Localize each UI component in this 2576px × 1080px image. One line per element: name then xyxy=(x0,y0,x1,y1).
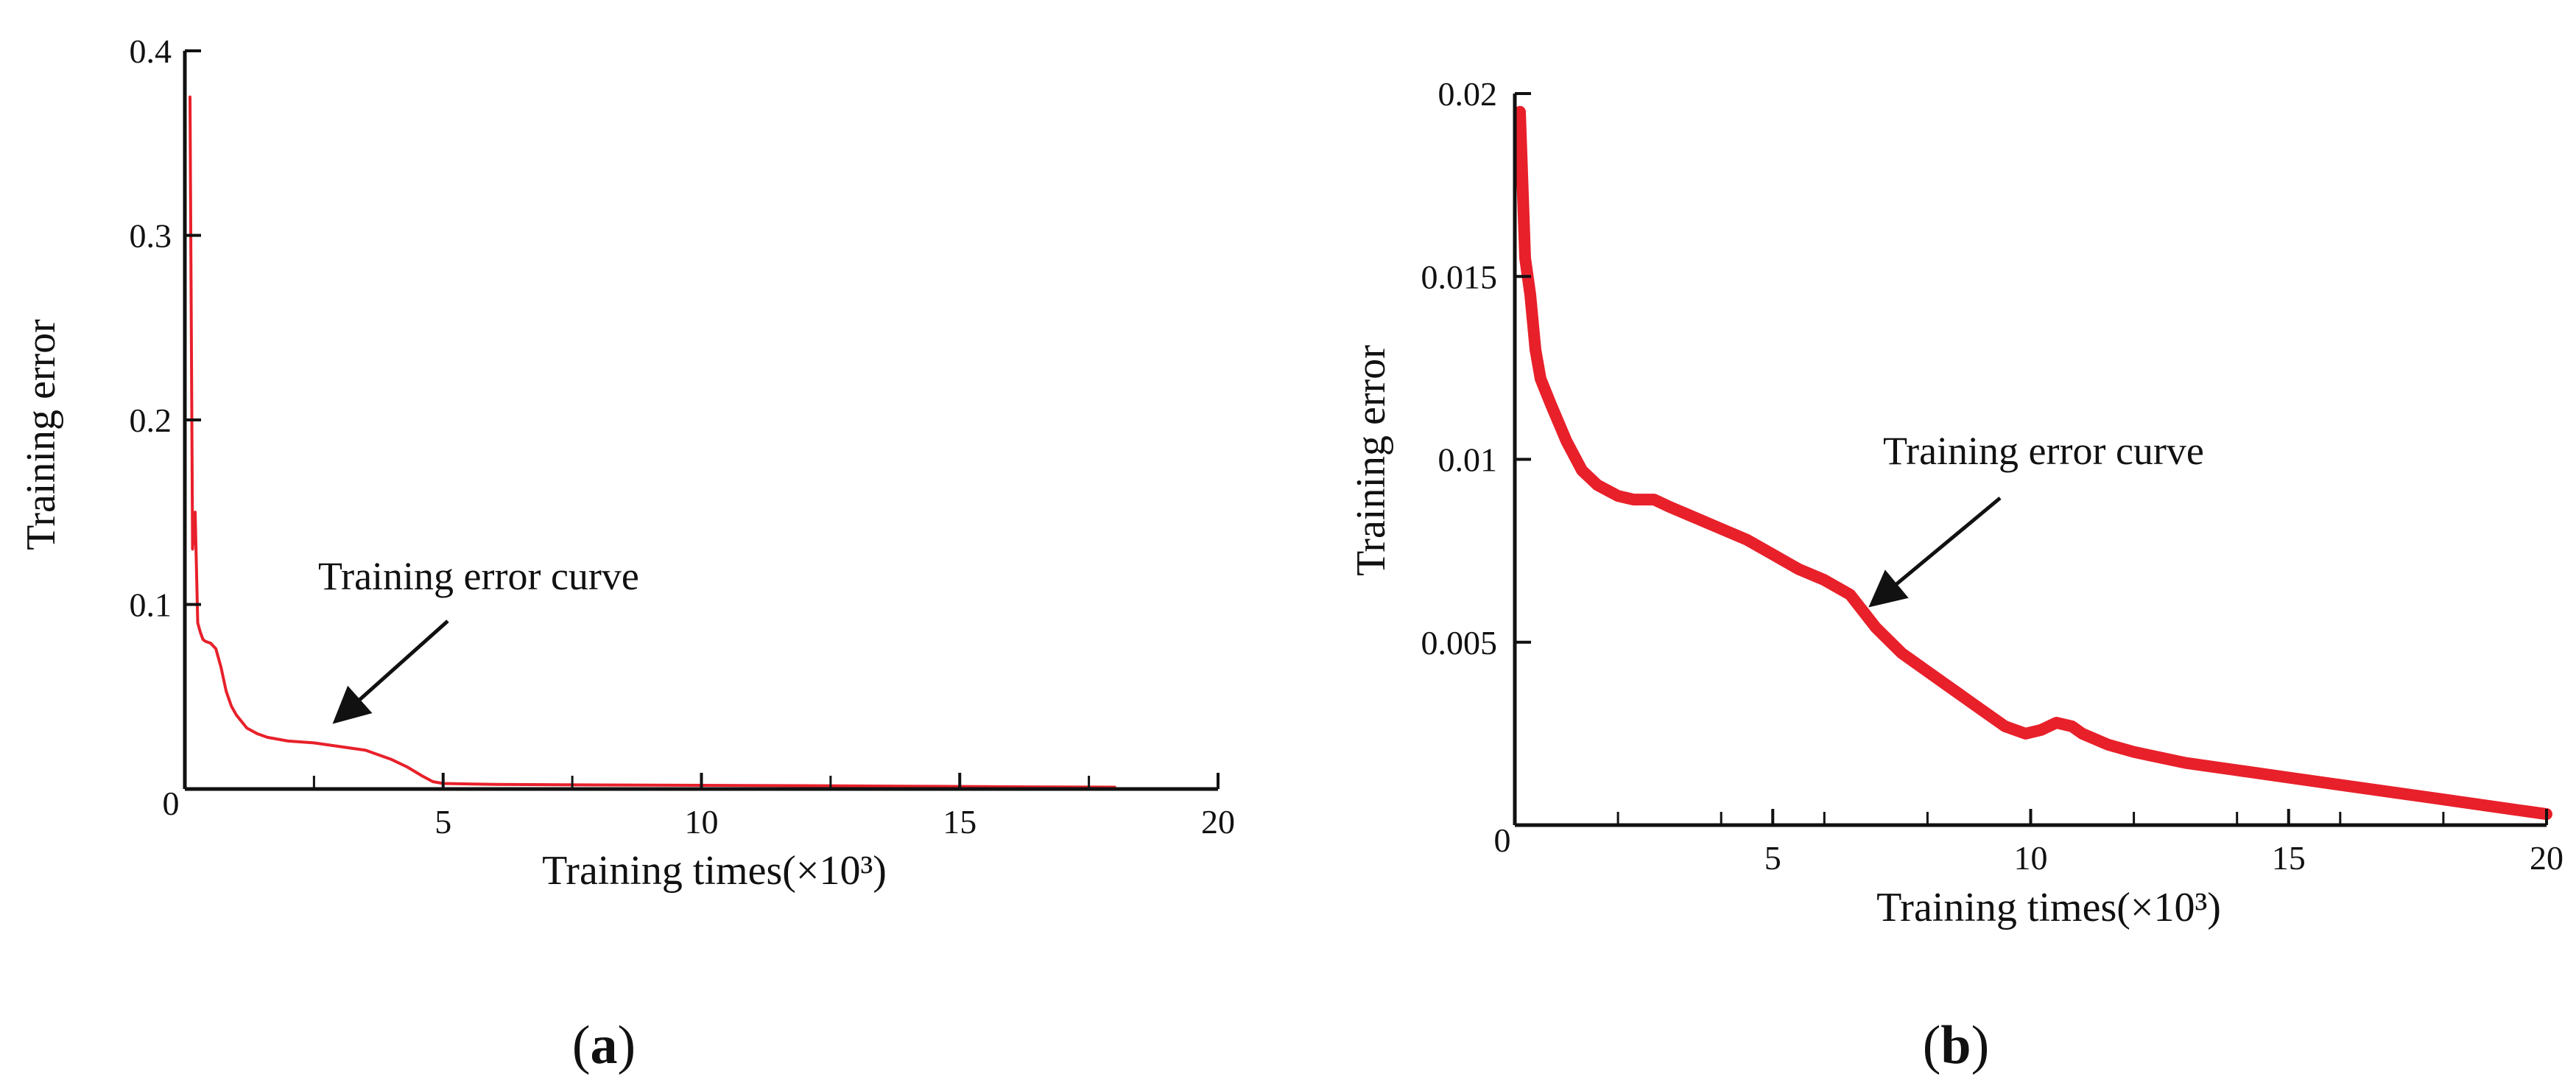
panel-b-label-letter: b xyxy=(1940,1015,1971,1076)
panel-b-curve-layer xyxy=(1514,105,2552,821)
panel-a-ticks: 0 5 10 15 20 0.1 0.2 0.3 0.4 xyxy=(130,32,1236,841)
panel-a-x-axis-title: Training times(×10³) xyxy=(542,848,887,894)
panel-b-x-tick-label: 0 xyxy=(1494,821,1511,859)
panel-b-y-tick-label: 0.015 xyxy=(1421,258,1498,295)
panel-a-label: (a) xyxy=(572,1015,636,1076)
panel-a-y-tick-label: 0.4 xyxy=(130,32,172,70)
panel-b-y-tick-label: 0.005 xyxy=(1421,624,1498,662)
panel-a-chart: 0 5 10 15 20 0.1 0.2 0.3 0.4 Training times(×10³… xyxy=(18,32,1235,1076)
panel-b-ticks: 0 5 10 15 20 0.005 0.01 0.015 0.02 xyxy=(1421,75,2564,877)
panel-b-y-tick-label: 0.02 xyxy=(1438,75,1498,113)
panel-b-label: (b) xyxy=(1923,1015,1989,1076)
panel-a-y-tick-label: 0.2 xyxy=(130,402,172,439)
panel-b-x-tick-label: 15 xyxy=(2272,839,2306,877)
panel-b-x-tick-label: 5 xyxy=(1764,839,1781,877)
panel-a-annotation-arrow xyxy=(332,620,449,724)
panel-b-x-axis-title: Training times(×10³) xyxy=(1876,885,2221,930)
panel-b-training-error-curve xyxy=(1514,105,2552,821)
panel-b-annotation-label: Training error curve xyxy=(1883,429,2204,473)
panel-a-x-tick-label: 5 xyxy=(434,803,451,841)
panel-b-y-axis-title: Training error xyxy=(1348,345,1394,576)
panel-a-y-tick-label: 0.3 xyxy=(130,217,172,255)
panel-a-training-error-curve xyxy=(189,95,1116,789)
panel-a-y-axis-title: Training error xyxy=(18,319,64,550)
panel-b-chart: 0 5 10 15 20 0.005 0.01 0.015 0.02 Training time… xyxy=(1348,75,2563,1076)
panel-a-curve-layer xyxy=(189,95,1116,789)
panel-a-x-tick-label: 15 xyxy=(943,803,976,841)
panel-b-x-tick-label: 20 xyxy=(2530,839,2563,877)
panel-a-x-tick-label: 10 xyxy=(685,803,719,841)
panel-a-x-tick-label: 0 xyxy=(163,785,180,822)
panel-b-x-tick-label: 10 xyxy=(2014,839,2048,877)
panel-a-label-letter: a xyxy=(591,1015,618,1076)
panel-a-y-tick-label: 0.1 xyxy=(130,586,172,624)
panel-b-y-tick-label: 0.01 xyxy=(1438,441,1498,479)
panel-a-x-tick-label: 20 xyxy=(1201,803,1235,841)
panel-b-annotation-arrow xyxy=(1868,497,2002,608)
panel-a-axes xyxy=(183,51,1218,791)
panel-a-annotation-label: Training error curve xyxy=(318,554,639,598)
